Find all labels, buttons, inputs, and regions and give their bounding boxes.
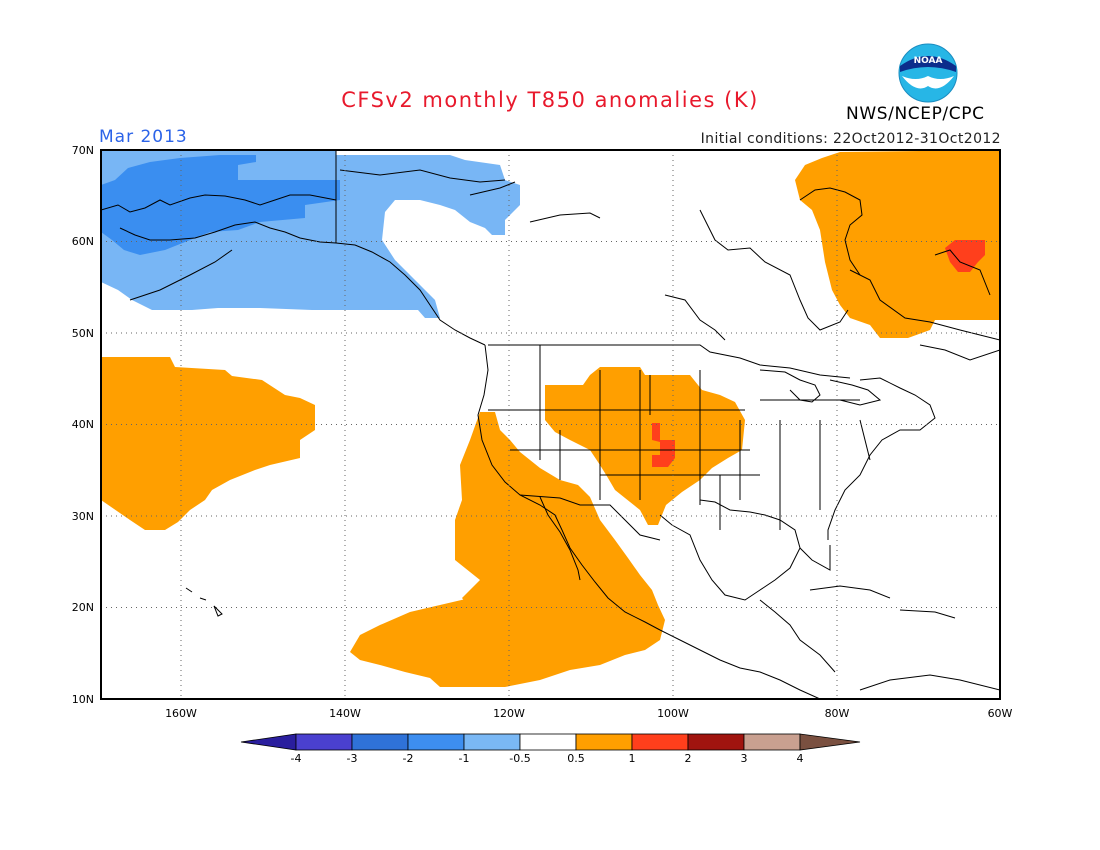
colorbar-tick-label: 2 xyxy=(685,752,692,765)
lat-label-60n: 60N xyxy=(72,235,94,248)
colorbar-tick-label: -4 xyxy=(291,752,302,765)
colorbar-swatch xyxy=(631,733,689,751)
colorbar-tick-label: -0.5 xyxy=(509,752,530,765)
valid-month-label: Mar 2013 xyxy=(99,127,188,147)
lon-label-140w: 140W xyxy=(329,707,361,720)
noaa-logo: NOAA xyxy=(898,43,958,103)
logo-text: NOAA xyxy=(914,56,943,66)
colorbar-swatch xyxy=(687,733,745,751)
lat-label-50n: 50N xyxy=(72,327,94,340)
colorbar-arrow-high xyxy=(799,733,861,751)
colorbar-swatch xyxy=(351,733,409,751)
lat-label-20n: 20N xyxy=(72,601,94,614)
lon-label-80w: 80W xyxy=(825,707,850,720)
colorbar-tick-label: -1 xyxy=(459,752,470,765)
colorbar-tick-label: -2 xyxy=(403,752,414,765)
hot-anomaly-labrador xyxy=(945,240,985,272)
colorbar-tick-label: 0.5 xyxy=(567,752,585,765)
lon-label-100w: 100W xyxy=(657,707,689,720)
latitude-labels: 70N 60N 50N 40N 30N 20N 10N xyxy=(72,144,94,706)
lon-label-160w: 160W xyxy=(165,707,197,720)
lon-label-60w: 60W xyxy=(988,707,1013,720)
colorbar-swatch xyxy=(295,733,353,751)
lat-label-30n: 30N xyxy=(72,510,94,523)
cold-anomaly-core xyxy=(101,155,340,255)
coastlines xyxy=(101,150,1000,699)
colorbar-swatch xyxy=(519,733,577,751)
map-frame xyxy=(100,149,1001,700)
colorbar-tick-label: -3 xyxy=(347,752,358,765)
colorbar-arrow-low xyxy=(240,733,297,751)
colorbar-swatch xyxy=(463,733,521,751)
warm-anomaly-southwest xyxy=(350,412,665,687)
hot-anomaly-plains xyxy=(652,423,675,467)
lat-label-40n: 40N xyxy=(72,418,94,431)
colorbar-tick-label: 1 xyxy=(629,752,636,765)
colorbar-tick-label: 3 xyxy=(741,752,748,765)
longitude-labels: 160W 140W 120W 100W 80W 60W xyxy=(165,707,1012,720)
agency-label: NWS/NCEP/CPC xyxy=(846,104,985,124)
initial-conditions-label: Initial conditions: 22Oct2012-31Oct2012 xyxy=(700,131,1001,147)
lon-label-120w: 120W xyxy=(493,707,525,720)
lat-label-70n: 70N xyxy=(72,144,94,157)
colorbar-swatch xyxy=(575,733,633,751)
warm-anomaly-labrador xyxy=(795,150,1000,338)
warm-anomaly-pacific xyxy=(101,357,315,530)
anomaly-shading xyxy=(101,150,1000,687)
colorbar-swatch xyxy=(743,733,801,751)
warm-anomaly-plains xyxy=(545,367,745,525)
map-title: CFSv2 monthly T850 anomalies (K) xyxy=(341,88,759,112)
color-bar: -4 -3 -2 -1 -0.5 0.5 1 2 3 4 xyxy=(240,733,861,765)
colorbar-swatch xyxy=(407,733,465,751)
lat-label-10n: 10N xyxy=(72,693,94,706)
colorbar-tick-label: 4 xyxy=(797,752,804,765)
